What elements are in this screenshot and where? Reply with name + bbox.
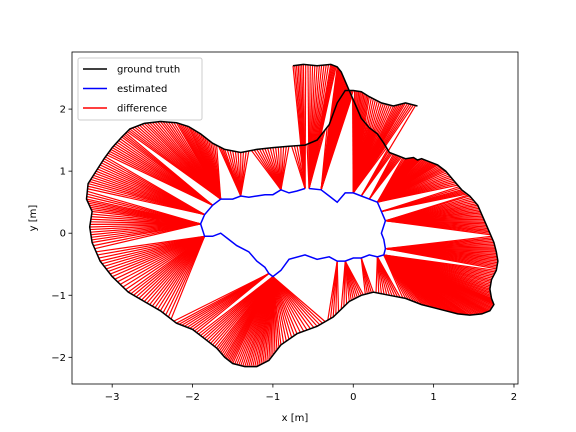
difference-segment (381, 193, 468, 213)
x-tick-label: −2 (185, 392, 200, 403)
difference-segment (127, 235, 205, 293)
legend-frame (77, 57, 203, 121)
difference-segment (352, 104, 415, 194)
difference-segment (383, 254, 404, 299)
difference-segment (125, 132, 214, 206)
difference-segment (327, 261, 338, 321)
y-tick-label: −2 (51, 353, 66, 364)
difference-segment (280, 146, 290, 190)
difference-segment (240, 150, 250, 197)
difference-segment (375, 256, 378, 293)
difference-segment (360, 257, 366, 295)
legend-label-difference: difference (117, 104, 167, 115)
y-tick-label: 0 (60, 229, 66, 240)
difference-segment (377, 184, 458, 203)
difference-segment (105, 156, 205, 216)
y-axis-label: y [m] (28, 205, 39, 232)
difference-segment (125, 235, 205, 291)
legend-label-ground-truth: ground truth (117, 65, 180, 76)
difference-series (86, 64, 498, 367)
difference-segment (173, 273, 270, 322)
difference-segment (340, 261, 346, 310)
difference-segment (385, 220, 491, 236)
difference-segment (96, 235, 205, 253)
difference-segment (320, 90, 354, 190)
difference-segment (87, 190, 201, 225)
difference-segment (216, 145, 222, 200)
legend-label-estimated: estimated (117, 84, 167, 95)
plot-area (85, 63, 499, 368)
y-tick-label: −1 (51, 291, 66, 302)
difference-segment (385, 248, 497, 270)
ground-truth-series-line (85, 63, 499, 368)
x-tick-label: −3 (105, 392, 120, 403)
axis-ticks: −3 −2 −1 0 1 2 −2 −1 0 1 2 (51, 105, 517, 403)
axes-frame (71, 51, 519, 385)
x-tick-label: 2 (511, 392, 517, 403)
difference-segment (198, 276, 274, 335)
difference-segment (308, 129, 326, 189)
y-tick-label: 2 (60, 105, 66, 116)
x-tick-label: −1 (266, 392, 281, 403)
legend: ground truth estimated difference (77, 57, 203, 121)
difference-segment (368, 156, 402, 200)
x-tick-label: 1 (430, 392, 436, 403)
x-tick-label: 0 (350, 392, 356, 403)
y-tick-label: 1 (60, 167, 66, 178)
x-axis-label: x [m] (282, 413, 309, 424)
estimated-series-line (199, 187, 387, 278)
difference-segment (360, 153, 393, 197)
